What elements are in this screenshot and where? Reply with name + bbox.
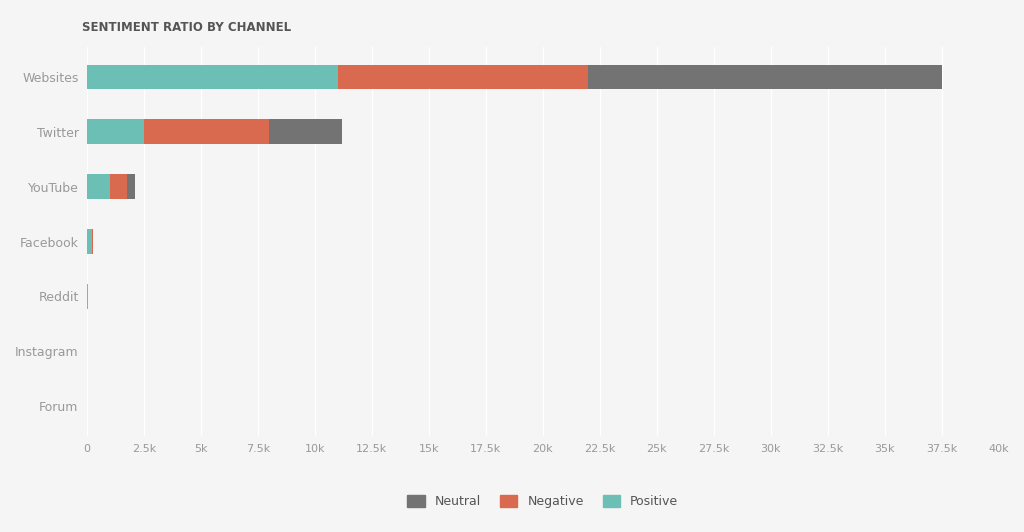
Bar <box>269 120 342 144</box>
Legend: Neutral, Negative, Positive: Neutral, Negative, Positive <box>401 489 684 514</box>
Bar <box>144 120 269 144</box>
Bar <box>589 64 942 89</box>
Bar <box>91 229 92 254</box>
Bar <box>87 120 144 144</box>
Bar <box>110 174 127 199</box>
Text: SENTIMENT RATIO BY CHANNEL: SENTIMENT RATIO BY CHANNEL <box>82 21 291 34</box>
Bar <box>87 174 110 199</box>
Bar <box>127 174 135 199</box>
Bar <box>87 284 88 309</box>
Bar <box>87 64 338 89</box>
Bar <box>338 64 589 89</box>
Bar <box>87 229 91 254</box>
